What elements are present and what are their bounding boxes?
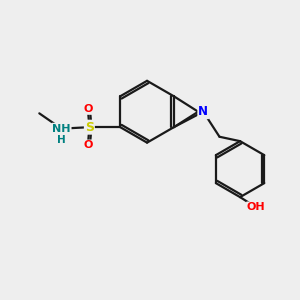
Text: H: H [57, 135, 66, 145]
Text: OH: OH [247, 202, 266, 212]
Text: NH: NH [52, 124, 70, 134]
Text: O: O [83, 140, 93, 150]
Text: S: S [85, 121, 94, 134]
Text: N: N [198, 105, 208, 118]
Text: O: O [83, 104, 93, 114]
